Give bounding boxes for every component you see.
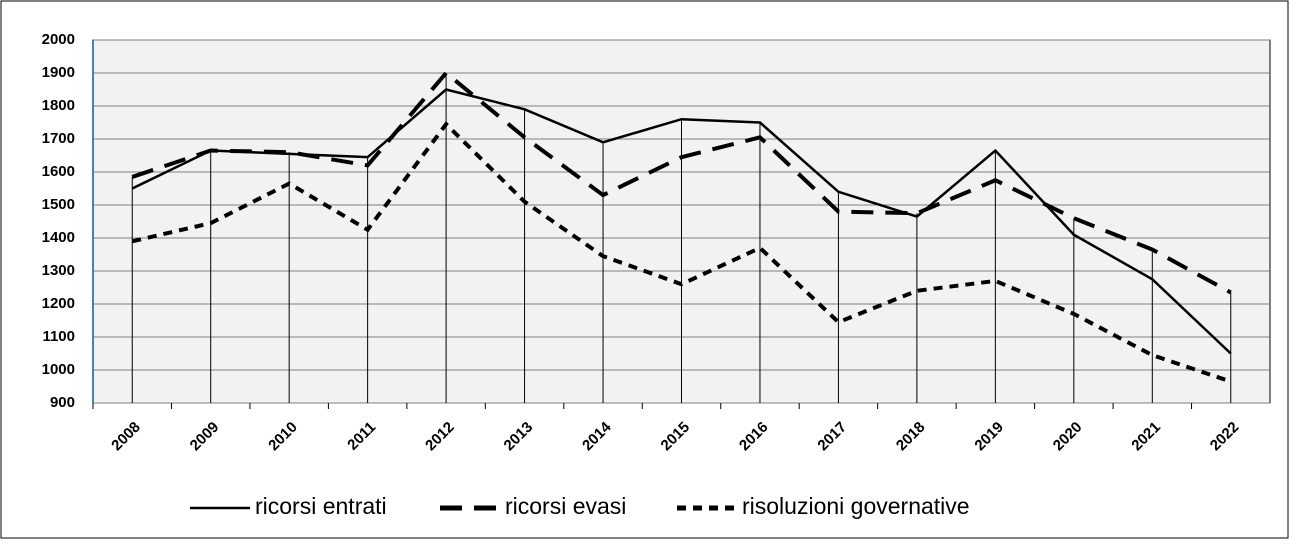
y-tick-label: 2000 <box>42 31 75 48</box>
y-tick-label: 1300 <box>42 262 75 279</box>
y-tick-label: 1100 <box>42 328 75 345</box>
y-tick-label: 1900 <box>42 64 75 81</box>
y-tick-label: 1700 <box>42 130 75 147</box>
legend-label: ricorsi entrati <box>255 493 387 519</box>
series-line <box>131 70 1232 295</box>
series-line <box>131 121 1232 384</box>
y-tick-label: 1500 <box>42 196 75 213</box>
legend-label: ricorsi evasi <box>505 493 626 519</box>
y-tick-label: 1200 <box>42 295 75 312</box>
y-tick-label: 1600 <box>42 163 75 180</box>
y-tick-label: 1400 <box>42 229 75 246</box>
legend-label: risoluzioni governative <box>742 493 970 519</box>
y-tick-label: 900 <box>50 394 75 411</box>
y-tick-label: 1000 <box>42 361 75 378</box>
y-tick-label: 1800 <box>42 97 75 114</box>
